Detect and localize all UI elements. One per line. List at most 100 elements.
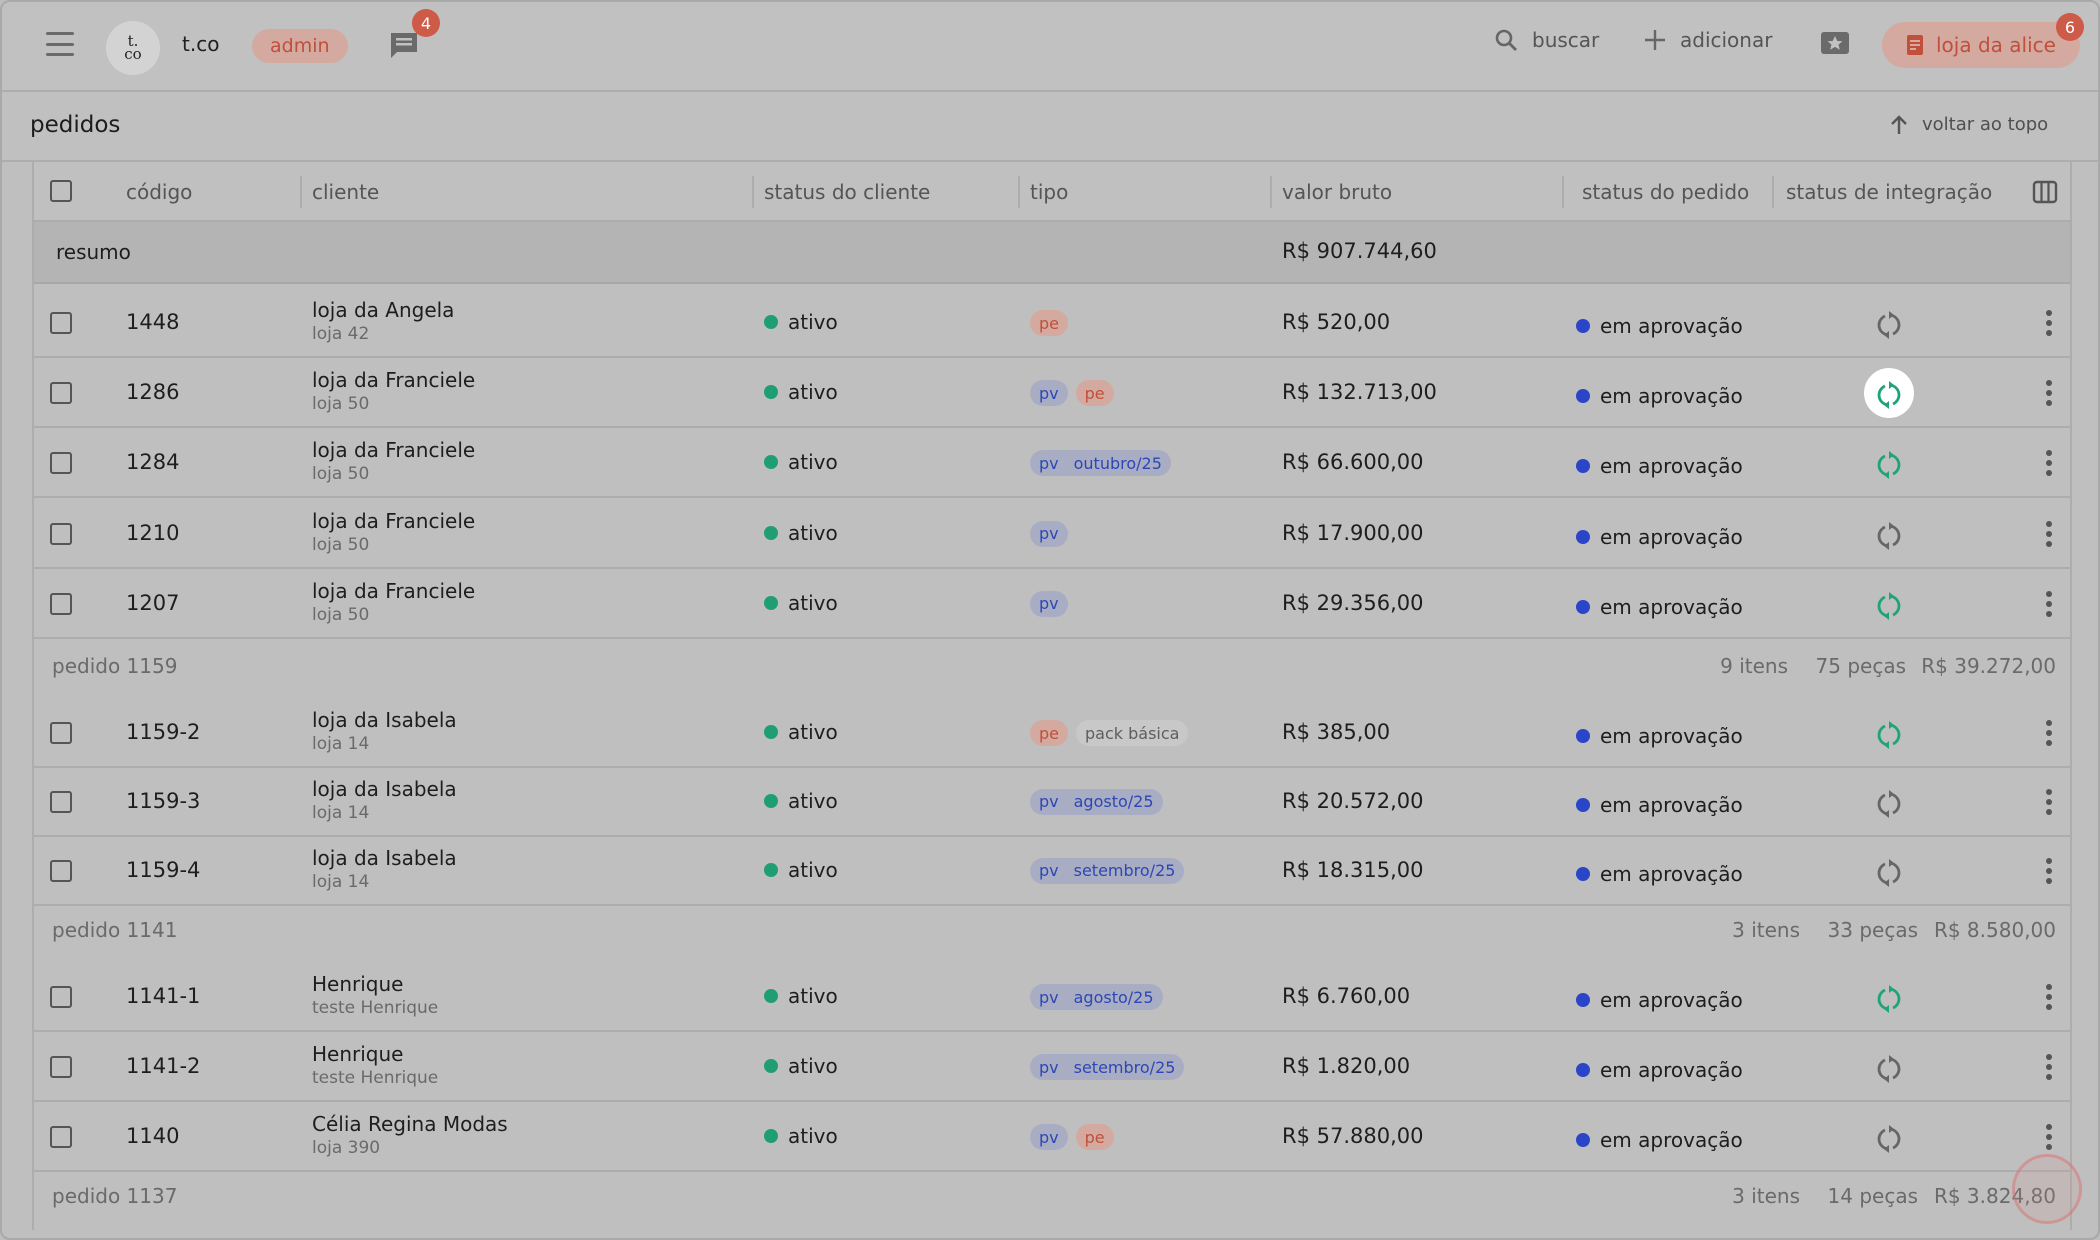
kebab-icon[interactable] xyxy=(2046,1124,2052,1150)
order-status: em aprovação xyxy=(1576,525,1743,549)
order-code[interactable]: 1448 xyxy=(126,310,180,334)
row-checkbox[interactable] xyxy=(50,452,72,475)
column-header-client-status[interactable]: status do cliente xyxy=(764,180,931,204)
order-code[interactable]: 1159-2 xyxy=(126,720,201,744)
row-checkbox[interactable] xyxy=(50,312,72,334)
logo[interactable]: t. co xyxy=(106,21,160,75)
client-name[interactable]: loja da Isabela xyxy=(312,845,457,870)
status-dot xyxy=(764,1129,778,1143)
table-row[interactable]: 1141-2 Henrique teste Henrique ativo pv setem… xyxy=(34,1032,2070,1102)
row-checkbox[interactable] xyxy=(50,522,72,545)
kebab-icon[interactable] xyxy=(2046,984,2052,1010)
column-header-type[interactable]: tipo xyxy=(1030,180,1069,204)
sync-icon[interactable] xyxy=(1874,789,1904,819)
kebab-icon[interactable] xyxy=(2046,590,2052,617)
add-button[interactable]: adicionar xyxy=(1644,28,1772,52)
table-row[interactable]: 1286 loja da Franciele loja 50 ativo pv pe R$ … xyxy=(34,358,2070,429)
client-name[interactable]: loja da Franciele xyxy=(312,578,476,603)
order-code[interactable]: 1141-1 xyxy=(126,984,201,1008)
kebab-icon[interactable] xyxy=(2046,380,2052,407)
gross-value: R$ 18.315,00 xyxy=(1282,857,1424,882)
sync-icon[interactable] xyxy=(1874,984,1904,1014)
row-checkbox[interactable] xyxy=(50,382,72,405)
order-code[interactable]: 1284 xyxy=(126,450,180,475)
kebab-icon[interactable] xyxy=(2046,857,2052,884)
type-tags: pv xyxy=(1030,520,1068,547)
client-name[interactable]: Henrique xyxy=(312,1042,404,1066)
search-button[interactable]: buscar xyxy=(1494,28,1599,52)
kebab-icon[interactable] xyxy=(2046,450,2052,477)
sync-icon[interactable] xyxy=(1874,1124,1904,1154)
sync-icon[interactable] xyxy=(1874,858,1904,888)
sync-icon[interactable] xyxy=(1874,720,1904,750)
columns-icon[interactable] xyxy=(2032,180,2058,204)
order-code[interactable]: 1140 xyxy=(126,1124,180,1148)
column-header-client[interactable]: cliente xyxy=(312,180,380,204)
sync-icon[interactable] xyxy=(1874,450,1904,480)
order-status: em aprovação xyxy=(1576,1058,1743,1082)
chat-count-badge: 4 xyxy=(412,9,440,37)
order-code[interactable]: 1207 xyxy=(126,590,180,615)
table-row[interactable]: 1448 loja da Angela loja 42 ativo pe R$ 520,0… xyxy=(34,288,2070,358)
store-label: loja da alice xyxy=(1936,33,2056,57)
table-row[interactable]: 1141-1 Henrique teste Henrique ativo pv agost… xyxy=(34,962,2070,1032)
sync-icon[interactable] xyxy=(1874,591,1904,621)
row-checkbox[interactable] xyxy=(50,1056,72,1078)
row-checkbox[interactable] xyxy=(50,859,72,882)
group-items: 3 itens xyxy=(1732,1184,1800,1208)
table-row[interactable]: 1140 Célia Regina Modas loja 390 ativo pv pe R… xyxy=(34,1102,2070,1172)
column-header-code[interactable]: código xyxy=(126,180,193,204)
column-header-integration-status[interactable]: status de integração xyxy=(1786,180,1993,204)
select-all-checkbox[interactable] xyxy=(50,180,72,202)
client-store: loja 42 xyxy=(312,324,370,344)
order-code[interactable]: 1210 xyxy=(126,520,180,545)
back-to-top-button[interactable]: voltar ao topo xyxy=(1890,114,2048,135)
order-group-header[interactable]: pedido 1137 3 itens 14 peças R$ 3.824,80 xyxy=(34,1168,2070,1224)
sync-icon[interactable] xyxy=(1874,521,1904,551)
table-row[interactable]: 1159-2 loja da Isabela loja 14 ativo pe pack … xyxy=(34,698,2070,768)
order-code[interactable]: 1141-2 xyxy=(126,1054,201,1078)
client-name[interactable]: loja da Franciele xyxy=(312,438,476,463)
order-code[interactable]: 1286 xyxy=(126,380,180,405)
brand-name: t.co xyxy=(182,32,220,56)
order-group-header[interactable]: pedido 1159 9 itens 75 peças R$ 39.272,00 xyxy=(34,638,2070,694)
column-header-gross-value[interactable]: valor bruto xyxy=(1282,180,1393,204)
order-code[interactable]: 1159-3 xyxy=(126,788,201,813)
client-name[interactable]: loja da Isabela xyxy=(312,776,457,801)
client-name[interactable]: loja da Franciele xyxy=(312,508,476,533)
kebab-icon[interactable] xyxy=(2046,788,2052,815)
order-code[interactable]: 1159-4 xyxy=(126,857,201,882)
table-row[interactable]: 1159-4 loja da Isabela loja 14 ativo pv setem… xyxy=(34,836,2070,906)
kebab-icon[interactable] xyxy=(2046,310,2052,336)
type-tags: pv setembro/25 xyxy=(1030,857,1185,884)
row-checkbox[interactable] xyxy=(50,986,72,1008)
row-checkbox[interactable] xyxy=(50,1126,72,1148)
order-group-header[interactable]: pedido 1141 3 itens 33 peças R$ 8.580,00 xyxy=(34,902,2070,958)
row-checkbox[interactable] xyxy=(50,722,72,744)
table-row[interactable]: 1159-3 loja da Isabela loja 14 ativo pv agost… xyxy=(34,767,2070,837)
chat-icon[interactable] xyxy=(388,30,420,60)
order-status: em aprovação xyxy=(1576,595,1743,619)
client-name[interactable]: loja da Isabela xyxy=(312,708,457,732)
sync-icon[interactable] xyxy=(1874,380,1904,410)
row-checkbox[interactable] xyxy=(50,592,72,615)
store-selector-button[interactable]: loja da alice xyxy=(1882,22,2080,68)
sync-icon[interactable] xyxy=(1874,310,1904,340)
kebab-icon[interactable] xyxy=(2046,520,2052,547)
client-name[interactable]: loja da Franciele xyxy=(312,368,476,393)
kebab-icon[interactable] xyxy=(2046,720,2052,746)
logo-line-2: co xyxy=(124,45,142,63)
client-name[interactable]: loja da Angela xyxy=(312,298,455,322)
table-row[interactable]: 1210 loja da Franciele loja 50 ativo pv R$ 17… xyxy=(34,499,2070,569)
sync-icon[interactable] xyxy=(1874,1054,1904,1084)
table-row[interactable]: 1284 loja da Franciele loja 50 ativo pv outub… xyxy=(34,428,2070,499)
kebab-icon[interactable] xyxy=(2046,1054,2052,1080)
menu-icon[interactable] xyxy=(46,32,74,56)
row-checkbox[interactable] xyxy=(50,790,72,813)
client-status-label: ativo xyxy=(788,984,838,1008)
award-icon[interactable] xyxy=(1820,30,1850,56)
client-name[interactable]: Célia Regina Modas xyxy=(312,1112,508,1136)
client-name[interactable]: Henrique xyxy=(312,972,404,996)
column-header-order-status[interactable]: status do pedido xyxy=(1582,180,1750,204)
table-row[interactable]: 1207 loja da Franciele loja 50 ativo pv R$ 29… xyxy=(34,569,2070,639)
